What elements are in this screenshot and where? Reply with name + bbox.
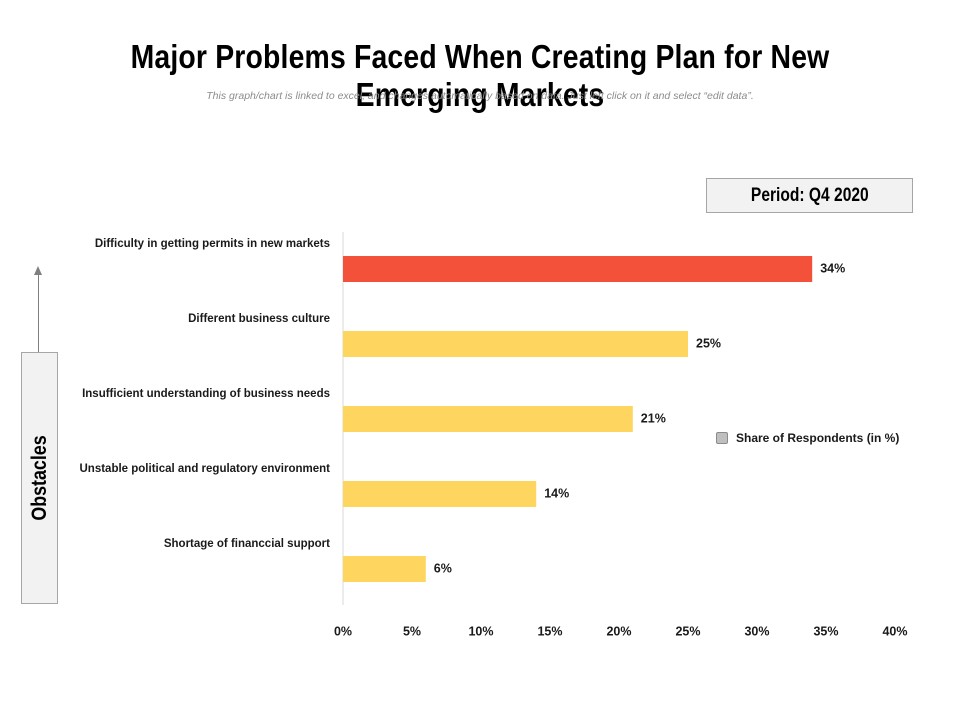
chart-legend: Share of Respondents (in %) [716, 431, 899, 445]
arrow-up-icon [34, 266, 42, 275]
period-label: Period: Q4 2020 [750, 184, 869, 206]
bar [343, 331, 688, 357]
arrow-shaft [38, 275, 39, 352]
bar [343, 556, 426, 582]
x-tick-label: 10% [468, 624, 493, 638]
value-label: 21% [641, 411, 666, 425]
chart-subtitle: This graph/chart is linked to excel, and… [206, 90, 754, 102]
bar [343, 406, 633, 432]
x-tick-label: 40% [882, 624, 907, 638]
x-tick-label: 0% [334, 624, 352, 638]
x-tick-label: 30% [744, 624, 769, 638]
category-label: Different business culture [188, 313, 330, 325]
legend-swatch [716, 432, 728, 444]
chart-title: Major Problems Faced When Creating Plan … [130, 38, 830, 113]
x-tick-label: 15% [537, 624, 562, 638]
value-label: 25% [696, 336, 721, 350]
period-box: Period: Q4 2020 [706, 178, 913, 213]
category-label: Unstable political and regulatory enviro… [80, 463, 331, 475]
obstacles-axis-box: Obstacles [21, 352, 58, 604]
value-label: 34% [820, 261, 845, 275]
bar [343, 256, 813, 282]
x-tick-label: 35% [813, 624, 838, 638]
category-label: Insufficient understanding of business n… [82, 388, 330, 400]
x-tick-label: 5% [403, 624, 421, 638]
legend-label: Share of Respondents (in %) [736, 431, 900, 445]
x-tick-label: 25% [675, 624, 700, 638]
value-label: 14% [544, 486, 569, 500]
bar [343, 481, 537, 507]
value-label: 6% [434, 561, 452, 575]
category-label: Shortage of financcial support [164, 538, 330, 550]
category-label: Difficulty in getting permits in new mar… [95, 238, 330, 250]
x-tick-label: 20% [606, 624, 631, 638]
